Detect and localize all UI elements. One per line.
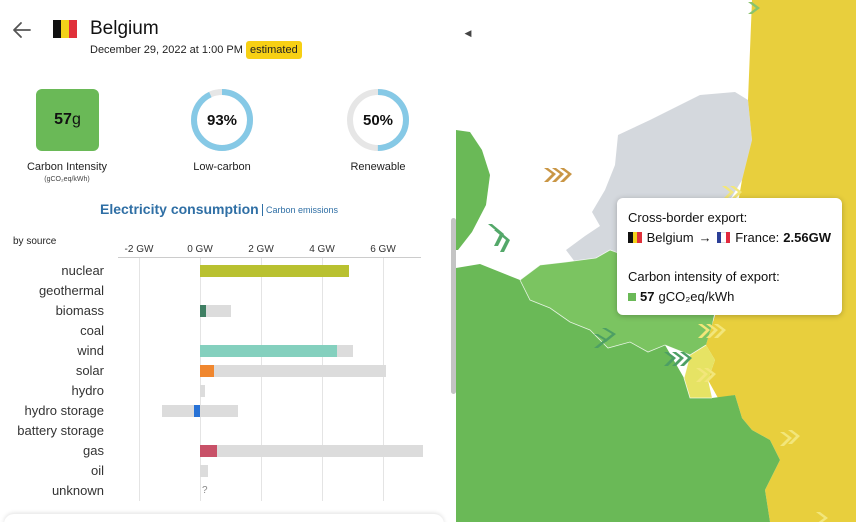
tooltip-ci-value: 57: [640, 289, 655, 304]
tab-separator: [262, 204, 263, 216]
flow-arrow-brown: [544, 168, 572, 182]
tooltip-amount: 2.56GW: [783, 230, 831, 245]
flow-arrow-yellow-3: [780, 430, 800, 446]
low-carbon-value: 93%: [206, 111, 238, 129]
collapse-panel-button[interactable]: ◀: [456, 12, 480, 54]
carbon-emissions-tab[interactable]: Carbon emissions: [266, 205, 339, 215]
x-tick-label: 4 GW: [309, 244, 335, 255]
france-region: [456, 264, 780, 522]
source-label: wind: [77, 343, 104, 358]
estimated-badge: estimated: [246, 41, 302, 59]
flow-arrow-lux: [664, 352, 692, 366]
renewable-label: Renewable: [350, 161, 406, 173]
source-label: biomass: [55, 303, 104, 318]
source-label: solar: [75, 363, 104, 378]
unknown-value-label: ?: [202, 485, 208, 496]
flow-arrow-yellow-4: [722, 186, 742, 200]
flow-arrow-top: [748, 2, 760, 14]
uk-region: [456, 130, 490, 250]
x-tick-label: -2 GW: [124, 244, 154, 255]
netherlands-region: [566, 92, 752, 262]
arrow-left-icon[interactable]: [11, 19, 33, 41]
tooltip-ci-row: 57 gCO₂eq/kWh: [628, 289, 831, 304]
source-label: battery storage: [17, 423, 104, 438]
low-carbon-label: Low-carbon: [193, 161, 251, 173]
x-tick-label: 2 GW: [248, 244, 274, 255]
by-source-label: by source: [13, 236, 57, 247]
renewable-value: 50%: [362, 111, 394, 129]
source-label: coal: [80, 323, 104, 338]
source-label: unknown: [51, 483, 104, 498]
source-label: nuclear: [61, 263, 104, 278]
zone-title: Belgium: [90, 18, 159, 39]
production-bar[interactable]: [200, 265, 350, 277]
capacity-bar[interactable]: [161, 405, 200, 417]
capacity-bar[interactable]: [200, 385, 205, 397]
electricity-consumption-tab[interactable]: Electricity consumption: [100, 201, 259, 217]
panel-scrollbar[interactable]: [451, 218, 456, 394]
source-label: oil: [90, 463, 104, 478]
gridline: [383, 258, 384, 501]
capacity-bar[interactable]: [200, 445, 423, 457]
source-label: gas: [83, 443, 104, 458]
bottom-card: [4, 514, 444, 522]
flow-arrow-green-be: [594, 328, 616, 348]
carbon-intensity-unit: g: [71, 111, 81, 128]
gridline: [261, 258, 262, 501]
renewable-donut: 50%: [345, 87, 411, 153]
tooltip-ci-unit: gCO₂eq/kWh: [658, 289, 735, 304]
capacity-bar[interactable]: [200, 465, 208, 477]
x-tick-label: 6 GW: [370, 244, 396, 255]
source-label: hydro storage: [24, 403, 105, 418]
gridline: [139, 258, 140, 501]
tooltip-title: Cross-border export:: [628, 210, 748, 225]
flow-arrow-green-sea: [488, 224, 510, 252]
caret-left-icon: ◀: [464, 27, 472, 38]
capacity-bar[interactable]: [200, 305, 231, 317]
carbon-intensity-box: 57 g: [36, 89, 99, 151]
france-flag-icon: [716, 232, 731, 243]
x-tick-label: 0 GW: [187, 244, 213, 255]
production-bar[interactable]: [193, 405, 200, 417]
production-bar[interactable]: [200, 305, 207, 317]
gridline: [322, 258, 323, 501]
gridline: [200, 258, 201, 501]
carbon-intensity-value: 57: [54, 111, 72, 128]
production-bar[interactable]: [200, 365, 214, 377]
flow-arrow-bottom: [816, 512, 828, 522]
ci-color-square: [628, 292, 636, 301]
belgium-flag-icon: [53, 20, 77, 38]
chart-axis-line: [118, 257, 421, 258]
production-bar[interactable]: [200, 345, 338, 357]
tooltip-ci-title: Carbon intensity of export:: [628, 269, 780, 284]
capacity-bar[interactable]: [200, 365, 387, 377]
flow-arrow-yellow-1: [698, 324, 726, 338]
source-label: hydro: [71, 383, 104, 398]
tooltip-arrow: →: [698, 230, 712, 245]
zone-details-panel: Belgium December 29, 2022 at 1:00 PM est…: [4, 18, 456, 522]
flow-arrow-yellow-2: [696, 368, 716, 382]
production-bar[interactable]: [200, 445, 217, 457]
carbon-intensity-label: Carbon Intensity: [26, 161, 108, 173]
tooltip-to: France:: [735, 230, 780, 245]
datetime-label: December 29, 2022 at 1:00 PM: [90, 44, 243, 56]
low-carbon-donut: 93%: [189, 87, 255, 153]
carbon-intensity-sublabel: (gCO₂eq/kWh): [44, 176, 90, 183]
source-label: geothermal: [38, 283, 104, 298]
tooltip-from: Belgium: [646, 230, 694, 245]
belgium-flag-icon: [628, 232, 642, 243]
tooltip-flow: Belgium → France: 2.56GW: [628, 230, 831, 245]
capacity-bar[interactable]: [200, 405, 239, 417]
export-tooltip: Cross-border export: Belgium → France: 2…: [617, 198, 842, 315]
